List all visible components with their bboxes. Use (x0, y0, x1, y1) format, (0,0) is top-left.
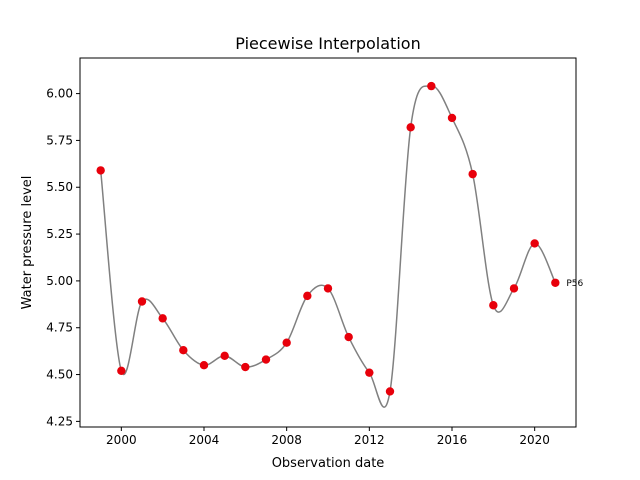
data-point (365, 368, 374, 377)
chart-title: Piecewise Interpolation (235, 34, 420, 53)
x-tick-label: 2012 (354, 433, 385, 447)
data-point (509, 284, 519, 293)
data-point (530, 239, 539, 248)
data-point (551, 278, 560, 287)
y-axis: 4.25 4.50 4.75 5.00 5.25 5.50 5.75 6.00 (46, 87, 80, 428)
x-tick-label: 2008 (271, 433, 302, 447)
y-tick-label: 4.50 (46, 368, 73, 382)
data-point (261, 355, 271, 364)
point-annotation: P56 (566, 279, 583, 289)
data-point (385, 387, 395, 396)
data-point (282, 338, 291, 347)
data-point (137, 297, 147, 306)
data-point (220, 351, 229, 361)
y-axis-label: Water pressure level (20, 176, 35, 310)
data-point (241, 362, 250, 372)
y-tick-label: 6.00 (46, 87, 73, 101)
data-point (344, 332, 353, 342)
data-point (468, 169, 477, 179)
data-point (96, 166, 105, 175)
y-tick-label: 4.25 (46, 414, 73, 428)
plot-area: P56 (96, 81, 583, 408)
plot-frame (79, 57, 577, 428)
data-point (323, 284, 333, 293)
data-point (158, 314, 167, 323)
data-point (489, 301, 498, 310)
x-tick-label: 2004 (189, 433, 220, 447)
series-line (99, 85, 557, 408)
y-tick-label: 5.75 (46, 133, 73, 147)
y-tick-label: 4.75 (46, 321, 73, 335)
data-point (447, 113, 457, 123)
x-tick-label: 2000 (106, 433, 137, 447)
data-point (427, 81, 436, 91)
y-tick-label: 5.00 (46, 274, 73, 288)
data-point (303, 291, 312, 301)
y-tick-label: 5.50 (46, 180, 73, 194)
y-tick-label: 5.25 (46, 227, 73, 241)
data-point (199, 360, 209, 370)
x-tick-label: 2016 (437, 433, 468, 447)
data-point (406, 123, 415, 132)
data-point (179, 346, 188, 355)
data-point (117, 366, 126, 376)
x-axis: 2000 2004 2008 2012 2016 2020 (106, 427, 550, 447)
x-axis-label: Observation date (272, 456, 385, 471)
x-tick-label: 2020 (519, 433, 550, 447)
